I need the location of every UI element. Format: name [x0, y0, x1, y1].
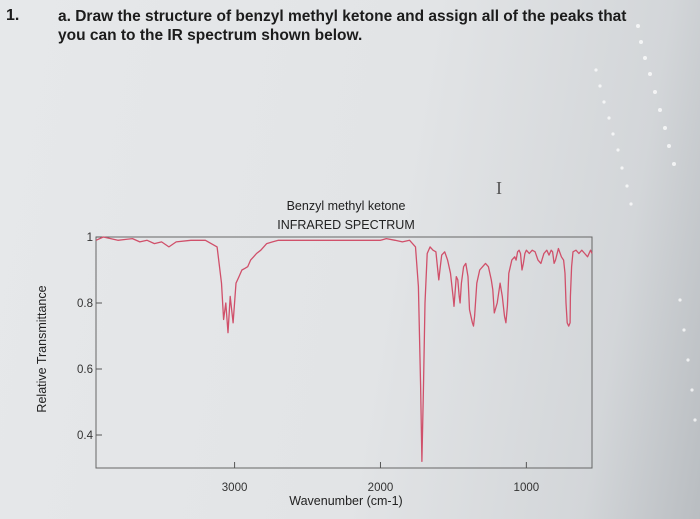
spectrum-line [95, 236, 593, 463]
x-tick-label: 1000 [514, 482, 540, 494]
x-tick-label: 3000 [222, 482, 248, 494]
y-tick-label: 0.4 [77, 430, 94, 442]
question-line-2: you can to the IR spectrum shown below. [58, 27, 363, 44]
y-tick-label: 1 [87, 232, 93, 244]
y-axis-label: Relative Transmittance [35, 285, 49, 412]
plot-area-frame [95, 236, 593, 469]
question-text: a. Draw the structure of benzyl methyl k… [58, 7, 698, 45]
question-line-1: a. Draw the structure of benzyl methyl k… [58, 8, 627, 25]
chart-title: Benzyl methyl ketone [287, 199, 406, 213]
chart-subtitle: INFRARED SPECTRUM [277, 218, 415, 232]
x-axis-label: Wavenumber (cm-1) [289, 494, 402, 508]
x-tick-label: 2000 [368, 482, 394, 494]
y-tick-label: 0.8 [77, 298, 93, 310]
question-number: 1. [6, 7, 20, 24]
y-tick-label: 0.6 [77, 364, 93, 376]
text-cursor-icon: I [496, 178, 502, 198]
